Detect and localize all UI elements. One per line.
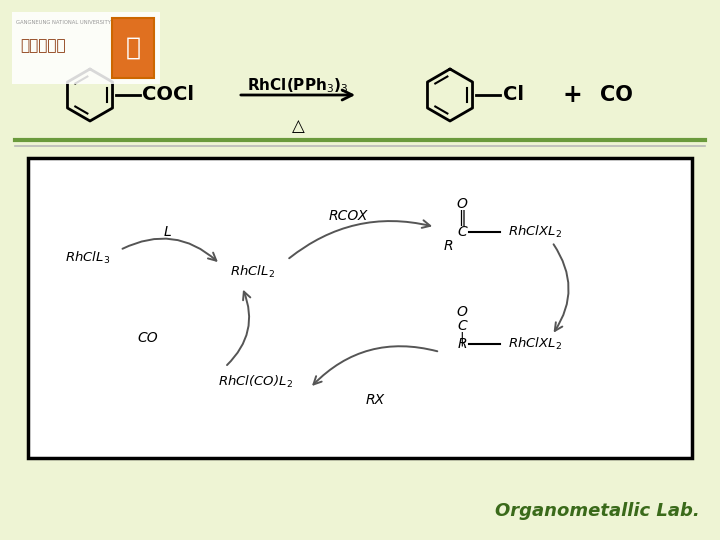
Text: RhCl(CO)L$_2$: RhCl(CO)L$_2$	[217, 374, 292, 390]
Text: L: L	[164, 225, 172, 239]
Text: CO: CO	[138, 331, 158, 345]
Text: |: |	[459, 332, 464, 347]
Text: R: R	[457, 337, 467, 351]
Text: Cl: Cl	[503, 85, 524, 105]
Text: C: C	[457, 225, 467, 239]
Bar	[12, 12, 160, 84]
Text: 강릉대학교: 강릉대학교	[20, 38, 66, 53]
Text: O: O	[456, 305, 467, 319]
Bar	[112, 18, 154, 78]
Text: RX: RX	[366, 393, 384, 407]
Text: RhClL$_3$: RhClL$_3$	[66, 250, 111, 266]
Text: COCl: COCl	[142, 85, 194, 105]
Text: C: C	[457, 319, 467, 333]
Text: RhClXL$_2$: RhClXL$_2$	[508, 224, 562, 240]
Text: ‖: ‖	[458, 210, 466, 226]
Text: RCOX: RCOX	[328, 209, 368, 223]
Text: RhClXL$_2$: RhClXL$_2$	[508, 336, 562, 352]
Text: 品: 品	[125, 36, 140, 60]
Text: O: O	[456, 197, 467, 211]
Text: +: +	[562, 83, 582, 107]
Text: GANGNEUNG NATIONAL UNIVERSITY: GANGNEUNG NATIONAL UNIVERSITY	[16, 20, 111, 25]
Text: RhCl(PPh$_3$)$_3$: RhCl(PPh$_3$)$_3$	[247, 76, 348, 95]
Text: Organometallic Lab.: Organometallic Lab.	[495, 502, 700, 520]
Text: △: △	[292, 117, 305, 135]
Bar	[28, 158, 692, 458]
Text: R: R	[444, 239, 453, 253]
Text: RhClL$_2$: RhClL$_2$	[230, 264, 274, 280]
Text: CO: CO	[600, 85, 633, 105]
